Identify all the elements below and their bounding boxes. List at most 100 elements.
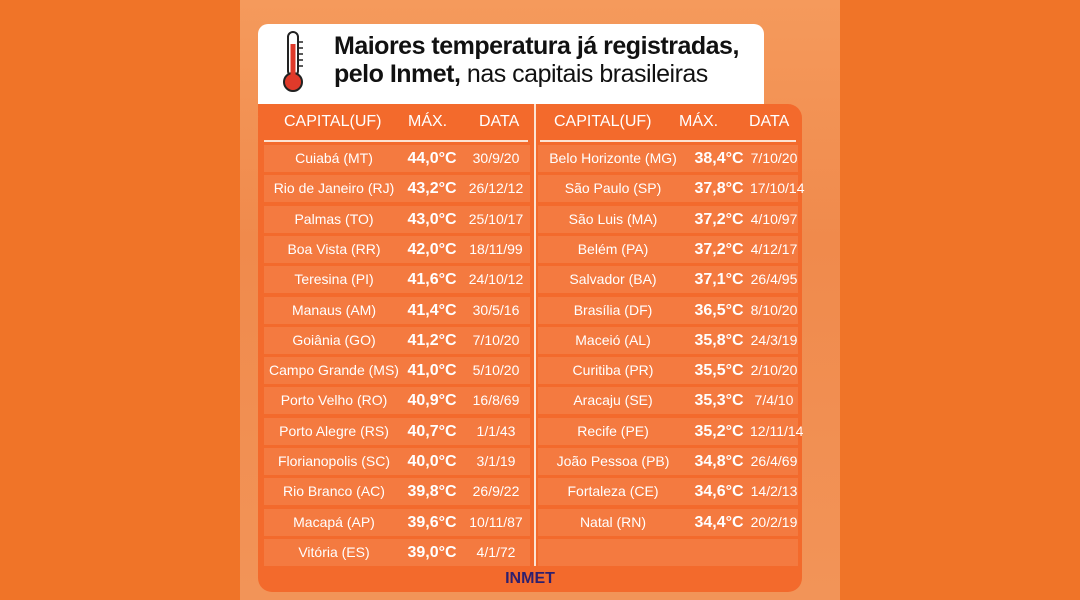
max-temp-cell: 34,4°C bbox=[694, 514, 744, 531]
max-temp-cell: 38,4°C bbox=[694, 150, 744, 167]
date-cell: 1/1/43 bbox=[476, 423, 516, 439]
max-temp-cell: 35,3°C bbox=[694, 392, 744, 409]
max-temp-cell: 37,2°C bbox=[694, 241, 744, 258]
date-cell: 24/3/19 bbox=[750, 332, 798, 348]
source-label: INMET bbox=[505, 570, 555, 587]
table-row: Vitória (ES) 39,0°C 4/1/72 bbox=[264, 539, 530, 566]
max-temp-cell: 41,4°C bbox=[407, 302, 457, 319]
max-temp-cell: 40,0°C bbox=[407, 453, 457, 470]
max-temp-cell: 34,8°C bbox=[694, 453, 744, 470]
max-temp-cell: 43,2°C bbox=[407, 180, 457, 197]
date-cell: 10/11/87 bbox=[469, 514, 523, 530]
date-cell: 4/1/72 bbox=[476, 544, 516, 560]
header-capital-left: CAPITAL(UF) bbox=[284, 113, 382, 130]
table-row: Campo Grande (MS) 41,0°C 5/10/20 bbox=[264, 357, 530, 384]
date-cell: 7/10/20 bbox=[750, 150, 798, 166]
max-temp-cell: 41,6°C bbox=[407, 271, 457, 288]
capital-cell: Fortaleza (CE) bbox=[567, 483, 659, 499]
table-row: São Paulo (SP) 37,8°C 17/10/14 bbox=[538, 175, 805, 202]
table-corner bbox=[258, 104, 764, 116]
date-cell: 26/4/69 bbox=[750, 453, 798, 469]
max-temp-cell: 44,0°C bbox=[407, 150, 457, 167]
max-temp-cell: 36,5°C bbox=[694, 302, 744, 319]
capital-cell: Macapá (AP) bbox=[293, 514, 375, 530]
date-cell: 7/10/20 bbox=[472, 332, 520, 348]
max-temp-cell: 37,2°C bbox=[694, 211, 744, 228]
capital-cell: Teresina (PI) bbox=[294, 271, 374, 287]
capital-cell: Florianopolis (SC) bbox=[277, 453, 391, 469]
title-card: Maiores temperatura já registradas, pelo… bbox=[258, 24, 764, 112]
table-row: Rio Branco (AC) 39,8°C 26/9/22 bbox=[264, 478, 530, 505]
date-cell: 20/2/19 bbox=[750, 514, 798, 530]
capital-cell: Boa Vista (RR) bbox=[287, 241, 381, 257]
capital-cell: Porto Alegre (RS) bbox=[279, 423, 389, 439]
capital-cell: Maceió (AL) bbox=[575, 332, 651, 348]
header-date-right: DATA bbox=[749, 113, 790, 130]
header-divider-right bbox=[540, 140, 796, 142]
capital-cell: Brasília (DF) bbox=[573, 302, 653, 318]
table-row: Rio de Janeiro (RJ) 43,2°C 26/12/12 bbox=[264, 175, 530, 202]
date-cell: 30/9/20 bbox=[472, 150, 520, 166]
date-cell: 7/4/10 bbox=[754, 392, 794, 408]
table-row: Porto Alegre (RS) 40,7°C 1/1/43 bbox=[264, 418, 530, 445]
table-row: Cuiabá (MT) 44,0°C 30/9/20 bbox=[264, 145, 530, 172]
table-row: Curitiba (PR) 35,5°C 2/10/20 bbox=[538, 357, 798, 384]
header-divider-left bbox=[264, 140, 528, 142]
capital-cell: João Pessoa (PB) bbox=[556, 453, 670, 469]
capital-cell: Natal (RN) bbox=[579, 514, 647, 530]
date-cell: 24/10/12 bbox=[468, 271, 524, 287]
max-temp-cell: 43,0°C bbox=[407, 211, 457, 228]
table-row: Goiânia (GO) 41,2°C 7/10/20 bbox=[264, 327, 530, 354]
table-row: Brasília (DF) 36,5°C 8/10/20 bbox=[538, 297, 798, 324]
capital-cell: São Paulo (SP) bbox=[564, 180, 662, 196]
header-max-left: MÁX. bbox=[408, 113, 448, 130]
max-temp-cell: 37,8°C bbox=[694, 180, 744, 197]
date-cell: 18/11/99 bbox=[469, 241, 523, 257]
date-cell: 3/1/19 bbox=[476, 453, 516, 469]
thermometer-icon bbox=[283, 31, 303, 92]
capital-cell: Belém (PA) bbox=[577, 241, 649, 257]
date-cell: 30/5/16 bbox=[472, 302, 520, 318]
capital-cell: Curitiba (PR) bbox=[572, 362, 654, 378]
date-cell: 8/10/20 bbox=[750, 302, 798, 318]
table-header: CAPITAL(UF) MÁX. DATA CAPITAL(UF) MÁX. D… bbox=[258, 104, 802, 140]
table-row: Florianopolis (SC) 40,0°C 3/1/19 bbox=[264, 448, 530, 475]
max-temp-cell: 42,0°C bbox=[407, 241, 457, 258]
title-line2-rest: nas capitais brasileiras bbox=[460, 60, 708, 88]
max-temp-cell: 40,9°C bbox=[407, 392, 457, 409]
table-row: Salvador (BA) 37,1°C 26/4/95 bbox=[538, 266, 798, 293]
table-row: Teresina (PI) 41,6°C 24/10/12 bbox=[264, 266, 530, 293]
capital-cell: Aracaju (SE) bbox=[573, 392, 653, 408]
max-temp-cell: 41,2°C bbox=[407, 332, 457, 349]
table-row: Aracaju (SE) 35,3°C 7/4/10 bbox=[538, 387, 798, 414]
date-cell: 4/10/97 bbox=[750, 211, 798, 227]
table-row: Belém (PA) 37,2°C 4/12/17 bbox=[538, 236, 798, 263]
capital-cell: Rio de Janeiro (RJ) bbox=[273, 180, 395, 196]
capital-cell: Porto Velho (RO) bbox=[280, 392, 388, 408]
date-cell: 5/10/20 bbox=[472, 362, 520, 378]
table-row: Belo Horizonte (MG) 38,4°C 7/10/20 bbox=[538, 145, 798, 172]
title-line1: Maiores temperatura já registradas, bbox=[334, 32, 739, 60]
table-row: Recife (PE) 35,2°C 12/11/14 bbox=[538, 418, 803, 445]
max-temp-cell: 35,8°C bbox=[694, 332, 744, 349]
date-cell: 26/9/22 bbox=[472, 483, 520, 499]
capital-cell: Cuiabá (MT) bbox=[295, 150, 373, 166]
capital-cell: Recife (PE) bbox=[577, 423, 649, 439]
table-row: Porto Velho (RO) 40,9°C 16/8/69 bbox=[264, 387, 530, 414]
max-temp-cell: 41,0°C bbox=[407, 362, 457, 379]
date-cell: 26/4/95 bbox=[750, 271, 798, 287]
temperature-table: CAPITAL(UF) MÁX. DATA CAPITAL(UF) MÁX. D… bbox=[258, 104, 805, 592]
max-temp-cell: 39,6°C bbox=[407, 514, 457, 531]
header-date-left: DATA bbox=[479, 113, 520, 130]
table-row: Maceió (AL) 35,8°C 24/3/19 bbox=[538, 327, 798, 354]
page-title: Maiores temperatura já registradas, pelo… bbox=[334, 32, 764, 88]
max-temp-cell: 35,5°C bbox=[694, 362, 744, 379]
date-cell: 14/2/13 bbox=[750, 483, 798, 499]
max-temp-cell: 37,1°C bbox=[694, 271, 744, 288]
date-cell: 25/10/17 bbox=[468, 211, 524, 227]
title-line2-bold: pelo Inmet, bbox=[334, 60, 461, 88]
capital-cell: São Luis (MA) bbox=[568, 211, 658, 227]
table-row: São Luis (MA) 37,2°C 4/10/97 bbox=[538, 206, 798, 233]
date-cell: 26/12/12 bbox=[468, 180, 524, 196]
table-row: João Pessoa (PB) 34,8°C 26/4/69 bbox=[538, 448, 798, 475]
